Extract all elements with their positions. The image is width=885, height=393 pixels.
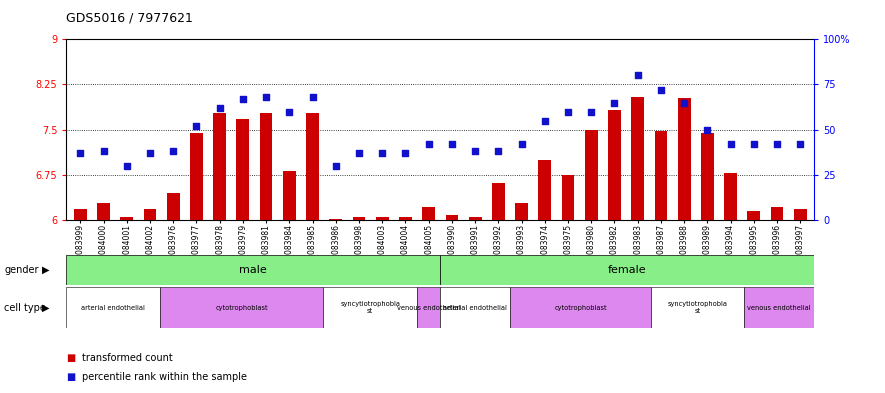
- Bar: [469, 217, 481, 220]
- Text: percentile rank within the sample: percentile rank within the sample: [82, 372, 247, 382]
- Bar: [166, 193, 180, 220]
- Bar: [631, 97, 644, 220]
- Point: [631, 72, 645, 79]
- Bar: [744, 287, 814, 328]
- Bar: [259, 113, 273, 220]
- Bar: [562, 175, 574, 220]
- Point: [259, 94, 273, 100]
- Point: [793, 141, 807, 147]
- Bar: [511, 287, 650, 328]
- Bar: [143, 209, 157, 220]
- Point: [514, 141, 528, 147]
- Point: [305, 94, 319, 100]
- Text: ▶: ▶: [42, 265, 50, 275]
- Point: [724, 141, 738, 147]
- Text: cell type: cell type: [4, 303, 46, 312]
- Bar: [445, 215, 458, 220]
- Text: arterial endothelial: arterial endothelial: [81, 305, 145, 310]
- Text: female: female: [608, 265, 647, 275]
- Bar: [74, 209, 87, 220]
- Point: [561, 108, 575, 115]
- Bar: [608, 110, 621, 220]
- Bar: [323, 287, 417, 328]
- Text: ▶: ▶: [42, 303, 50, 312]
- Bar: [441, 287, 511, 328]
- Point: [677, 99, 691, 106]
- Bar: [492, 183, 504, 220]
- Bar: [794, 209, 806, 220]
- Bar: [724, 173, 737, 220]
- Text: arterial endothelial: arterial endothelial: [443, 305, 507, 310]
- Text: venous endothelial: venous endothelial: [747, 305, 811, 310]
- Point: [73, 150, 88, 156]
- Bar: [417, 287, 441, 328]
- Point: [375, 150, 389, 156]
- Point: [212, 105, 227, 111]
- Bar: [306, 113, 319, 220]
- Bar: [771, 207, 783, 220]
- Point: [607, 99, 621, 106]
- Point: [166, 148, 181, 154]
- Point: [468, 148, 482, 154]
- Text: transformed count: transformed count: [82, 353, 173, 363]
- Bar: [422, 207, 435, 220]
- Text: venous endothelial: venous endothelial: [396, 305, 460, 310]
- Text: syncytiotrophobla
st: syncytiotrophobla st: [667, 301, 727, 314]
- Bar: [190, 133, 203, 220]
- Point: [770, 141, 784, 147]
- Point: [747, 141, 761, 147]
- Point: [282, 108, 296, 115]
- Point: [538, 118, 552, 124]
- Point: [491, 148, 505, 154]
- Point: [445, 141, 459, 147]
- Point: [142, 150, 157, 156]
- Point: [700, 127, 714, 133]
- Bar: [283, 171, 296, 220]
- Bar: [678, 98, 690, 220]
- Bar: [376, 217, 389, 220]
- Text: cytotrophoblast: cytotrophoblast: [215, 305, 268, 310]
- Bar: [655, 131, 667, 220]
- Bar: [120, 217, 133, 220]
- Bar: [538, 160, 551, 220]
- Bar: [701, 133, 714, 220]
- Point: [654, 87, 668, 93]
- Point: [421, 141, 435, 147]
- Bar: [213, 113, 226, 220]
- Bar: [399, 217, 412, 220]
- Text: syncytiotrophobla
st: syncytiotrophobla st: [340, 301, 400, 314]
- Bar: [236, 119, 250, 220]
- Bar: [329, 219, 342, 220]
- Bar: [748, 211, 760, 220]
- Point: [584, 108, 598, 115]
- Point: [328, 163, 342, 169]
- Text: gender: gender: [4, 265, 39, 275]
- Bar: [650, 287, 744, 328]
- Bar: [97, 203, 110, 220]
- Point: [352, 150, 366, 156]
- Point: [96, 148, 111, 154]
- Point: [398, 150, 412, 156]
- Point: [119, 163, 134, 169]
- Point: [235, 96, 250, 102]
- Bar: [585, 130, 597, 220]
- Text: cytotrophoblast: cytotrophoblast: [554, 305, 607, 310]
- Bar: [66, 287, 160, 328]
- Bar: [66, 255, 441, 285]
- Bar: [160, 287, 323, 328]
- Text: GDS5016 / 7977621: GDS5016 / 7977621: [66, 12, 193, 25]
- Text: ■: ■: [66, 372, 75, 382]
- Bar: [441, 255, 814, 285]
- Text: ■: ■: [66, 353, 75, 363]
- Point: [189, 123, 204, 129]
- Bar: [352, 217, 366, 220]
- Text: male: male: [240, 265, 267, 275]
- Bar: [515, 203, 528, 220]
